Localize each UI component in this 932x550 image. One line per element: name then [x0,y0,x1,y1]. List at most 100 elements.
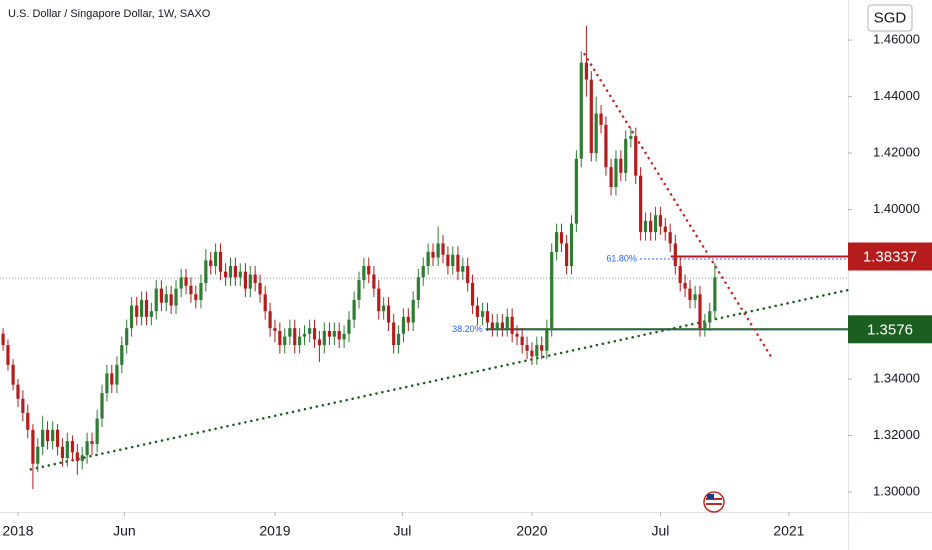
flag-stripe [706,503,722,505]
candle-body [209,260,213,267]
candle-body [159,288,163,303]
candle-body [169,294,173,306]
candle-body [16,384,20,399]
candle-body [713,277,717,312]
candle-body [144,299,149,317]
candle-body [668,232,672,244]
candle-body [342,333,346,340]
candle-body [604,124,608,168]
candle-body [574,158,578,224]
candle-body [708,311,712,323]
candle-body [461,266,465,272]
candle-body [382,305,386,312]
candle-body [703,322,707,329]
candle-body [95,418,99,444]
fib-label: 38.20% [452,324,483,334]
candle-body [41,429,45,447]
candle-body [515,333,519,337]
candle-body [179,277,183,289]
currency: SGD [874,9,907,26]
candle-body [639,175,643,233]
candle-body [110,373,114,385]
candle-body [11,364,15,385]
candle-body [139,299,144,317]
candle-body [238,271,242,278]
candle-body [85,441,89,456]
candle-body [184,277,188,286]
candle-body [213,251,218,267]
candle-body [392,322,396,346]
candle-body [327,330,332,337]
chart-title: U.S. Dollar / Singapore Dollar, 1W, SAXO [8,8,211,20]
candle-body [204,260,208,283]
candle-body [466,266,470,283]
candle-body [470,282,475,306]
candle-body [589,79,593,154]
candle-body [243,271,248,289]
candle-body [224,271,228,278]
candle-body [263,294,267,312]
candle-body [125,328,129,346]
candle-body [154,288,158,312]
candle-body [569,223,574,267]
candle-body [683,282,687,289]
candle-body [386,305,391,323]
currency-box[interactable] [867,4,913,32]
x-tick-label: 2020 [516,523,547,539]
candle-body [510,316,514,334]
candle-body [80,455,84,461]
candle-body [525,345,529,351]
candle-body [594,113,598,154]
candle-body [21,398,25,413]
plot-area: 61.80% 38.20% [0,25,850,490]
candle-body [475,305,480,317]
candle-body [565,243,569,267]
x-tick-label: Jul [651,523,669,539]
candle-body [550,251,554,329]
candle-body [421,266,425,278]
candle-body [26,412,30,430]
candle-body [100,393,104,419]
candle-body [322,330,326,346]
candle-body [634,136,638,176]
candle-body [693,294,697,300]
candle-body [90,441,94,444]
x-tick-label: 2021 [773,523,804,539]
candle-body [129,305,134,329]
y-tick-label: 1.42000 [873,145,920,160]
candle-body [456,254,460,272]
candle-body [308,328,312,334]
candle-body [554,232,559,252]
candle-body [530,350,534,357]
candle-body [485,311,490,323]
candle-body [377,288,381,312]
candle-body [416,277,420,300]
candle-body [194,294,198,300]
candle-body [436,243,440,258]
x-tick-label: Jul [393,523,411,539]
candle-body [135,305,139,317]
candle-body [189,285,193,295]
candle-body [653,215,658,233]
candle-body [673,243,677,267]
candle-body [298,336,302,346]
candle-body [367,266,371,275]
candle-body [75,452,79,461]
candle-body [174,288,178,306]
candle-body [599,113,603,125]
candle-body [698,294,702,329]
candle-body [288,328,292,337]
candle-body [426,251,430,267]
candle-body [540,345,544,351]
candle-body [55,429,60,447]
candle-body [678,266,682,283]
candle-body [218,251,223,272]
candle-body [70,441,75,453]
candle-body [357,280,361,300]
candle-body [273,328,277,331]
candle-body [45,429,50,442]
candle-body [431,251,435,258]
candle-body [545,328,549,351]
